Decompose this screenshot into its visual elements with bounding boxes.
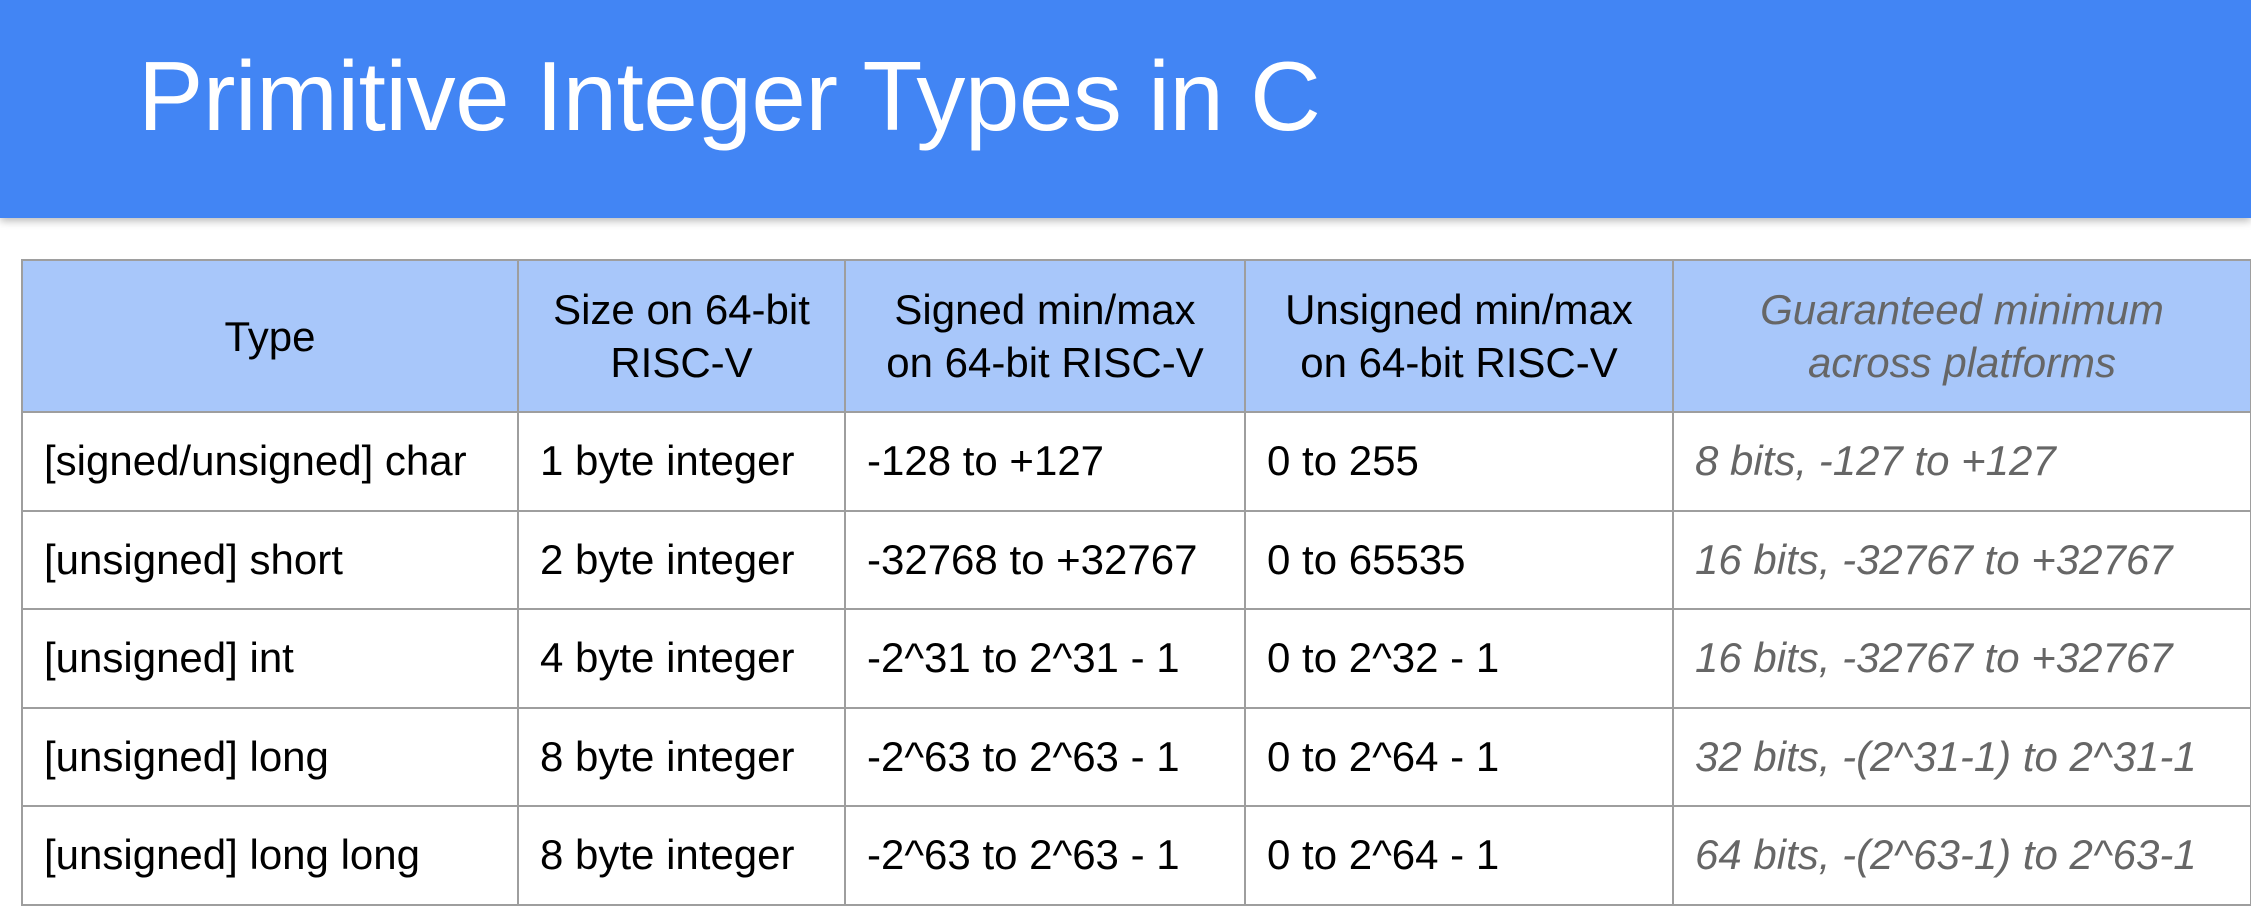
header-line: Unsigned min/max <box>1285 286 1633 333</box>
cell-signed-range: -32768 to +32767 <box>844 509 1246 610</box>
table-row: [unsigned] long long 8 byte integer -2^6… <box>21 805 2251 906</box>
table-row: [signed/unsigned] char 1 byte integer -1… <box>21 411 2251 512</box>
cell-signed-range: -2^63 to 2^63 - 1 <box>844 805 1246 906</box>
table-container: Type Size on 64-bit RISC-V Signed min/ma… <box>21 259 2251 906</box>
cell-guarantee: 64 bits, -(2^63-1) to 2^63-1 <box>1672 805 2251 906</box>
cell-type: [signed/unsigned] char <box>21 411 519 512</box>
cell-signed-range: -128 to +127 <box>844 411 1246 512</box>
cell-unsigned-range: 0 to 255 <box>1244 411 1674 512</box>
header-line: on 64-bit RISC-V <box>1300 339 1618 386</box>
cell-size: 2 byte integer <box>517 509 846 610</box>
cell-guarantee: 8 bits, -127 to +127 <box>1672 411 2251 512</box>
table-row: [unsigned] long 8 byte integer -2^63 to … <box>21 706 2251 807</box>
cell-type: [unsigned] int <box>21 608 519 709</box>
cell-unsigned-range: 0 to 2^64 - 1 <box>1244 706 1674 807</box>
cell-unsigned-range: 0 to 65535 <box>1244 509 1674 610</box>
cell-type: [unsigned] long <box>21 706 519 807</box>
header-line: Signed min/max <box>894 286 1196 333</box>
cell-signed-range: -2^31 to 2^31 - 1 <box>844 608 1246 709</box>
table-row: [unsigned] int 4 byte integer -2^31 to 2… <box>21 608 2251 709</box>
slide-title: Primitive Integer Types in C <box>138 41 1321 151</box>
header-cell-guarantee: Guaranteed minimum across platforms <box>1672 259 2251 413</box>
header-cell-unsigned: Unsigned min/max on 64-bit RISC-V <box>1244 259 1674 413</box>
header-line: on 64-bit RISC-V <box>886 339 1204 386</box>
integer-types-table: Type Size on 64-bit RISC-V Signed min/ma… <box>21 259 2251 906</box>
header-row: Type Size on 64-bit RISC-V Signed min/ma… <box>21 259 2251 413</box>
cell-size: 8 byte integer <box>517 706 846 807</box>
table-row: [unsigned] short 2 byte integer -32768 t… <box>21 509 2251 610</box>
header-cell-signed: Signed min/max on 64-bit RISC-V <box>844 259 1246 413</box>
header-line: RISC-V <box>610 339 753 386</box>
cell-type: [unsigned] long long <box>21 805 519 906</box>
header-line: across platforms <box>1807 339 2117 386</box>
cell-guarantee: 16 bits, -32767 to +32767 <box>1672 608 2251 709</box>
header-line: Guaranteed minimum <box>1760 286 2164 333</box>
header-line: Size on 64-bit <box>553 286 810 333</box>
header-cell-type: Type <box>21 259 519 413</box>
cell-unsigned-range: 0 to 2^64 - 1 <box>1244 805 1674 906</box>
cell-unsigned-range: 0 to 2^32 - 1 <box>1244 608 1674 709</box>
cell-type: [unsigned] short <box>21 509 519 610</box>
header-cell-size: Size on 64-bit RISC-V <box>517 259 846 413</box>
cell-size: 8 byte integer <box>517 805 846 906</box>
cell-guarantee: 16 bits, -32767 to +32767 <box>1672 509 2251 610</box>
cell-size: 1 byte integer <box>517 411 846 512</box>
cell-signed-range: -2^63 to 2^63 - 1 <box>844 706 1246 807</box>
cell-guarantee: 32 bits, -(2^31-1) to 2^31-1 <box>1672 706 2251 807</box>
cell-size: 4 byte integer <box>517 608 846 709</box>
header-line: Type <box>224 312 316 360</box>
title-bar: Primitive Integer Types in C <box>0 0 2251 218</box>
